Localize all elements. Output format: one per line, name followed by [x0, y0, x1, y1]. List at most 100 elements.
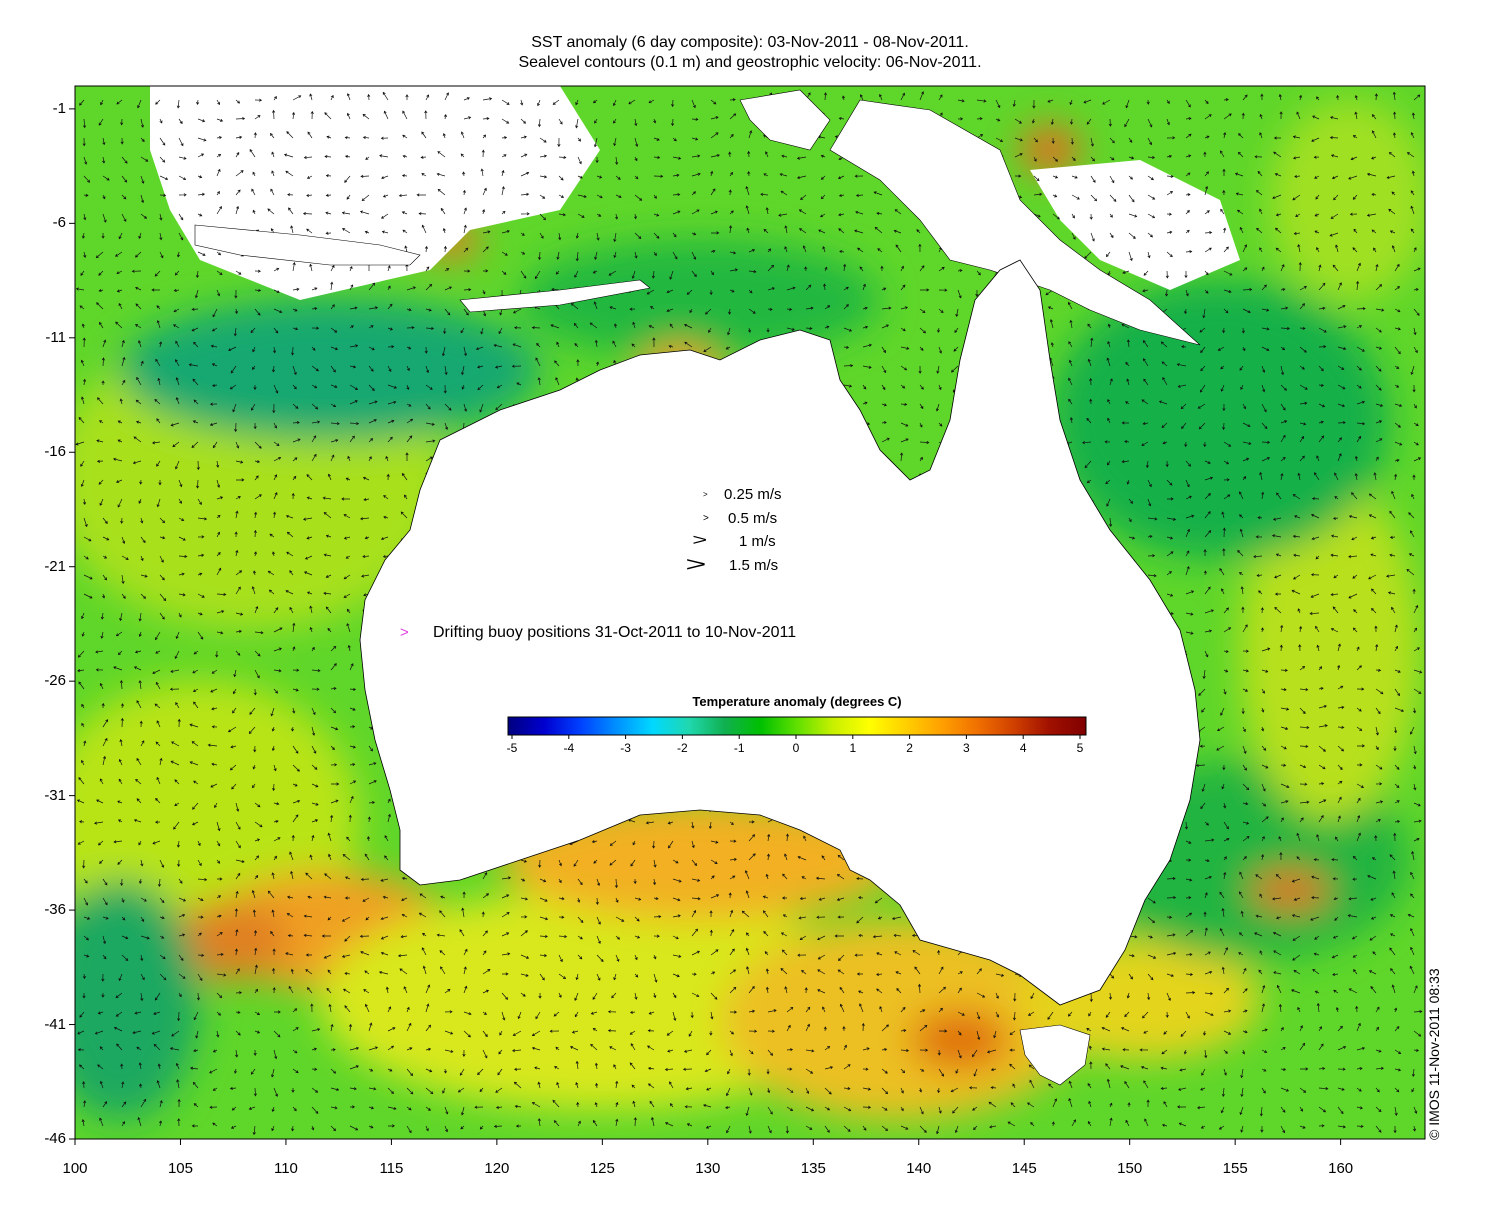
velocity-arrow: [311, 287, 318, 291]
velocity-arrow: [1185, 193, 1191, 197]
velocity-arrow: [608, 270, 617, 276]
velocity-arrow: [1337, 725, 1345, 729]
velocity-arrow: [684, 1105, 693, 1109]
velocity-arrow: [1318, 799, 1327, 804]
velocity-arrow: [78, 1064, 85, 1070]
velocity-arrow: [1068, 1080, 1073, 1089]
velocity-arrow: [1242, 783, 1250, 791]
velocity-arrow: [1280, 1047, 1286, 1051]
velocity-arrow: [786, 264, 790, 272]
velocity-arrow: [328, 1003, 332, 1013]
velocity-arrow: [1410, 132, 1415, 139]
velocity-arrow: [517, 1011, 522, 1020]
velocity-arrow: [1374, 93, 1378, 101]
velocity-arrow: [900, 265, 904, 272]
velocity-arrow: [1413, 669, 1423, 674]
velocity-arrow: [1293, 574, 1301, 580]
velocity-arrow: [101, 992, 105, 998]
velocity-arrow: [765, 968, 769, 975]
velocity-arrow: [1242, 287, 1253, 292]
velocity-arrow: [590, 1043, 598, 1051]
y-tick-label: -26: [44, 672, 66, 690]
velocity-arrow: [1107, 460, 1111, 466]
velocity-arrow: [306, 496, 313, 500]
velocity-arrow: [802, 245, 807, 253]
velocity-arrow: [1223, 1049, 1228, 1054]
velocity-arrow: [216, 496, 224, 500]
velocity-arrow: [857, 247, 864, 253]
velocity-arrow: [596, 194, 603, 199]
y-tick-label: -11: [45, 328, 66, 346]
velocity-arrow: [1356, 280, 1360, 291]
velocity-arrow: [78, 777, 85, 785]
velocity-arrow: [1242, 1030, 1248, 1034]
velocity-arrow: [1356, 384, 1362, 389]
velocity-arrow: [292, 688, 299, 692]
velocity-arrow: [425, 439, 436, 443]
velocity-arrow: [652, 840, 656, 849]
velocity-arrow: [786, 1024, 791, 1032]
velocity-arrow: [729, 171, 733, 177]
x-tick-label: 150: [1117, 1160, 1143, 1177]
velocity-arrow: [976, 968, 982, 975]
velocity-arrow: [459, 1068, 465, 1076]
velocity-arrow: [1279, 852, 1283, 861]
velocity-arrow: [212, 1049, 218, 1053]
velocity-arrow: [1375, 1066, 1384, 1070]
velocity-arrow: [1292, 156, 1301, 160]
velocity-arrow: [253, 529, 257, 538]
velocity-arrow: [1027, 1102, 1035, 1108]
velocity-arrow: [1109, 194, 1117, 202]
velocity-arrow: [957, 117, 964, 121]
velocity-arrow: [514, 1104, 522, 1108]
velocity-arrow: [691, 910, 697, 918]
velocity-arrow: [235, 99, 241, 104]
velocity-arrow: [784, 225, 788, 234]
velocity-arrow: [514, 326, 522, 330]
velocity-arrow: [1242, 244, 1248, 253]
velocity-arrow: [1348, 515, 1358, 519]
velocity-arrow: [1391, 490, 1396, 500]
velocity-arrow: [235, 170, 244, 177]
velocity-arrow: [727, 1068, 731, 1075]
velocity-arrow: [1299, 817, 1304, 823]
velocity-arrow: [1242, 1049, 1246, 1055]
velocity-arrow: [632, 321, 636, 329]
velocity-arrow: [607, 1010, 617, 1014]
velocity-arrow: [1356, 1087, 1362, 1092]
velocity-arrow: [632, 840, 636, 846]
velocity-arrow: [154, 992, 161, 1001]
velocity-arrow: [235, 189, 241, 196]
velocity-arrow: [1389, 854, 1396, 861]
velocity-arrow: [324, 112, 332, 120]
velocity-arrow: [327, 627, 332, 633]
velocity-arrow: [1184, 271, 1188, 279]
velocity-arrow: [349, 1125, 359, 1131]
velocity-arrow: [1109, 1117, 1113, 1127]
velocity-arrow: [121, 935, 129, 940]
velocity-arrow: [254, 669, 260, 679]
velocity-arrow: [406, 1106, 412, 1111]
velocity-arrow: [197, 251, 206, 256]
velocity-arrow: [1392, 870, 1396, 880]
velocity-arrow: [957, 1049, 962, 1059]
velocity-arrow: [1181, 345, 1187, 349]
velocity-arrow: [1278, 93, 1282, 101]
velocity-arrow: [1333, 897, 1339, 901]
velocity-arrow: [425, 94, 430, 101]
velocity-arrow: [342, 854, 351, 861]
velocity-arrow: [950, 1087, 959, 1093]
velocity-arrow: [520, 973, 529, 977]
velocity-arrow: [801, 969, 807, 975]
velocity-arrow: [254, 1030, 261, 1034]
velocity-arrow: [877, 248, 883, 253]
velocity-arrow: [254, 98, 263, 102]
velocity-arrow: [763, 930, 769, 937]
velocity-arrow: [387, 365, 392, 373]
velocity-arrow: [879, 93, 883, 101]
velocity-arrow: [1158, 400, 1168, 405]
velocity-arrow: [1261, 1087, 1266, 1094]
velocity-arrow: [1124, 1081, 1130, 1089]
velocity-arrow: [799, 935, 807, 940]
velocity-arrow: [197, 897, 204, 901]
